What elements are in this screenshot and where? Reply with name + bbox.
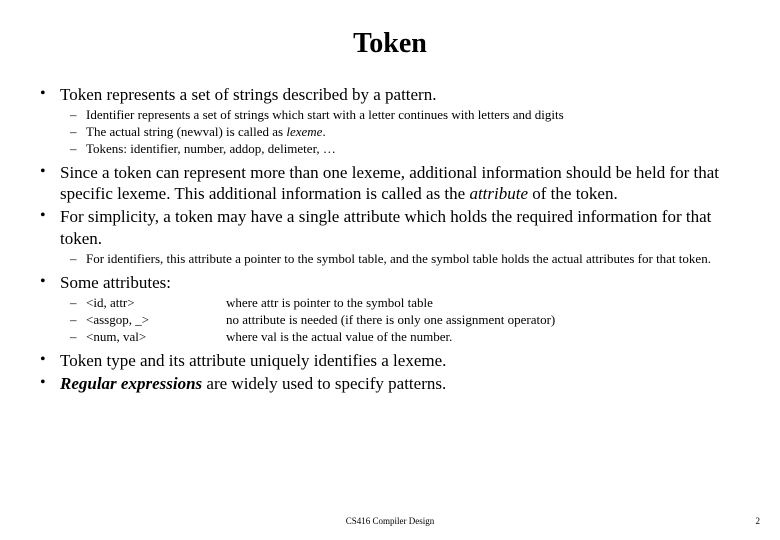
attr-key-1: <id, attr> — [86, 295, 226, 312]
bullet-1-text: Token represents a set of strings descri… — [60, 85, 436, 104]
attr-desc-1: where attr is pointer to the symbol tabl… — [226, 295, 750, 312]
bullet-2: Since a token can represent more than on… — [30, 162, 750, 205]
b2b: attribute — [469, 184, 528, 203]
attr-row-2: <assgop, _>no attribute is needed (if th… — [60, 312, 750, 329]
attr-key-3: <num, val> — [86, 329, 226, 346]
bullet-1-sub-1: Identifier represents a set of strings w… — [60, 107, 750, 124]
bullet-4-text: Some attributes: — [60, 273, 171, 292]
bullet-3: For simplicity, a token may have a singl… — [30, 206, 750, 267]
b2a: Since a token can represent more than on… — [60, 163, 719, 203]
content-list: Token represents a set of strings descri… — [30, 84, 750, 394]
bullet-1-sub-3: Tokens: identifier, number, addop, delim… — [60, 141, 750, 158]
attr-desc-3: where val is the actual value of the num… — [226, 329, 750, 346]
bullet-3-sub-1: For identifiers, this attribute a pointe… — [60, 251, 750, 268]
attr-row-3: <num, val>where val is the actual value … — [60, 329, 750, 346]
page-number: 2 — [756, 516, 761, 526]
b2c: of the token. — [528, 184, 618, 203]
b1s2b: lexeme — [286, 124, 322, 139]
b6b: are widely used to specify patterns. — [202, 374, 446, 393]
footer-text: CS416 Compiler Design — [0, 516, 780, 526]
attr-key-2: <assgop, _> — [86, 312, 226, 329]
bullet-1: Token represents a set of strings descri… — [30, 84, 750, 158]
attr-desc-2: no attribute is needed (if there is only… — [226, 312, 750, 329]
bullet-4: Some attributes: <id, attr>where attr is… — [30, 272, 750, 346]
b6a: Regular expressions — [60, 374, 202, 393]
bullet-3-sublist: For identifiers, this attribute a pointe… — [60, 251, 750, 268]
bullet-6: Regular expressions are widely used to s… — [30, 373, 750, 394]
bullet-1-sublist: Identifier represents a set of strings w… — [60, 107, 750, 158]
b1s2c: . — [322, 124, 325, 139]
bullet-4-sublist: <id, attr>where attr is pointer to the s… — [60, 295, 750, 346]
b1s2a: The actual string (newval) is called as — [86, 124, 286, 139]
bullet-3-text: For simplicity, a token may have a singl… — [60, 207, 711, 247]
slide-title: Token — [30, 28, 750, 60]
bullet-5: Token type and its attribute uniquely id… — [30, 350, 750, 371]
attr-row-1: <id, attr>where attr is pointer to the s… — [60, 295, 750, 312]
bullet-1-sub-2: The actual string (newval) is called as … — [60, 124, 750, 141]
